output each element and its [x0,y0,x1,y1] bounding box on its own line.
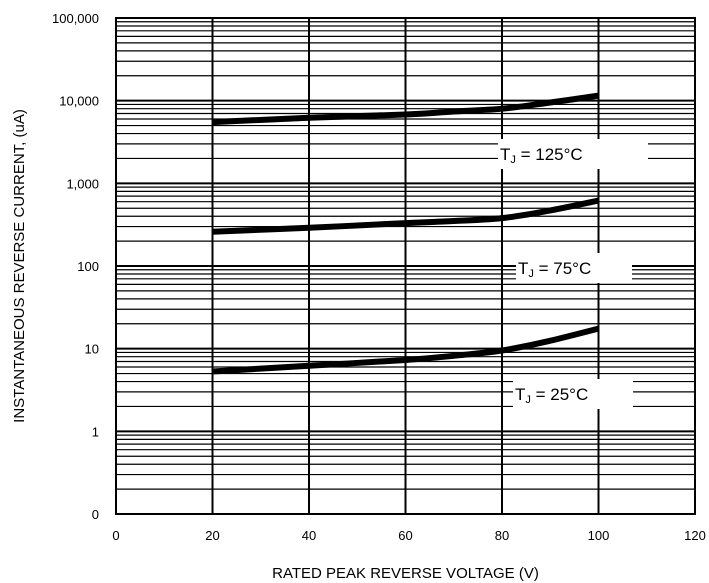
plot-frame [115,17,696,515]
y-tick-labels: 0 1 10 100 1,000 10,000 100,000 [52,11,99,522]
series-label-bg [498,139,648,169]
y-tick-label: 100 [77,259,99,274]
x-tick-labels: 0 20 40 60 80 100 120 [112,528,705,543]
series-line [212,325,600,375]
x-tick-label: 100 [588,528,610,543]
series-label: TJ = 25°C [515,385,588,406]
x-tick-label: 80 [495,528,509,543]
series-line [212,197,600,235]
series-label-bg [513,379,633,409]
series-label-bg [516,253,632,283]
x-tick-label: 20 [205,528,219,543]
series-label: TJ = 75°C [518,259,591,280]
y-tick-label: 10 [85,342,99,357]
y-tick-label: 0 [92,507,99,522]
x-tick-label: 60 [398,528,412,543]
y-tick-label: 1,000 [66,176,99,191]
series-group [212,92,600,375]
series-labels: TJ = 125°C TJ = 75°C TJ = 25°C [498,139,648,409]
x-tick-label: 0 [112,528,119,543]
y-tick-label: 100,000 [52,11,99,26]
y-tick-label: 10,000 [59,94,99,109]
series-line [212,92,599,126]
y-tick-label: 1 [92,424,99,439]
y-axis-title: INSTANTANEOUS REVERSE CURRENT, (uA) [11,109,28,423]
x-axis-title: RATED PEAK REVERSE VOLTAGE (V) [272,565,539,582]
x-tick-label: 40 [302,528,316,543]
series-label: TJ = 125°C [500,145,583,166]
x-tick-label: 120 [684,528,706,543]
